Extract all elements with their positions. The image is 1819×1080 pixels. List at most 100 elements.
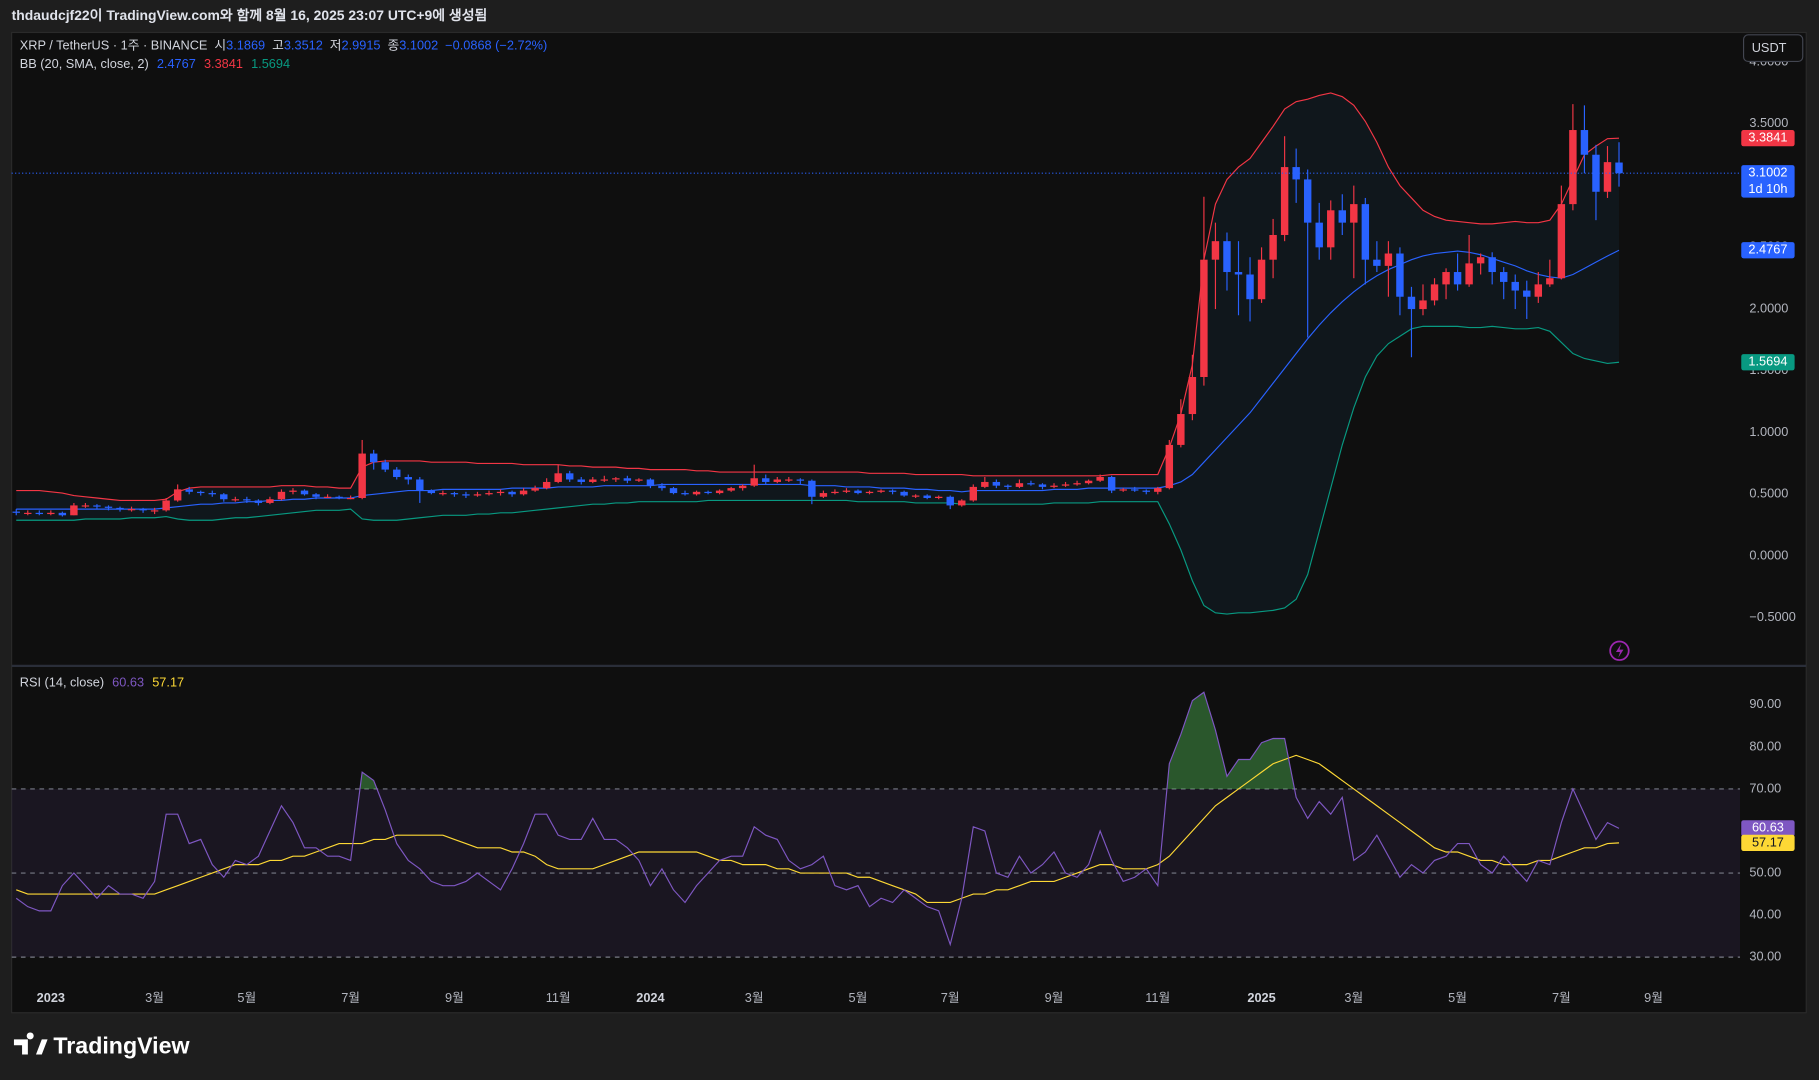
candle-body — [47, 512, 55, 515]
y-tick-label: 40.00 — [1749, 906, 1781, 921]
price-badge — [1741, 834, 1795, 852]
y-tick-label: 30.00 — [1749, 948, 1781, 963]
x-tick-label: 3월 — [745, 990, 764, 1005]
candle-body — [692, 491, 701, 495]
candle-body — [646, 479, 655, 486]
candle-body — [485, 493, 493, 495]
x-tick-label: 7월 — [1552, 990, 1571, 1005]
candle-body — [1211, 241, 1220, 260]
x-tick-label: 2025 — [1247, 990, 1275, 1005]
candle-body — [139, 509, 147, 511]
logo-mark[interactable] — [13, 1032, 48, 1055]
candle-body — [277, 491, 286, 500]
candle-body — [1580, 130, 1589, 155]
candle-body — [266, 499, 274, 503]
candle-body — [900, 491, 908, 496]
candle-body — [946, 496, 954, 506]
candle-body — [808, 480, 816, 497]
price-badge — [1741, 820, 1795, 837]
alert-icon-bolt[interactable] — [1615, 643, 1624, 658]
candle-body — [404, 477, 412, 480]
candle-body — [1615, 162, 1623, 174]
candle-body — [300, 490, 309, 495]
candle-body — [1234, 272, 1243, 275]
price-badge-label: 3.1002 — [1748, 165, 1787, 180]
x-tick-label: 9월 — [1644, 990, 1663, 1005]
price-badge-label: 1.5694 — [1748, 354, 1787, 369]
price-badge-label: 3.3841 — [1748, 130, 1787, 145]
chart-panel — [11, 31, 1807, 1014]
x-tick-label: 5월 — [237, 990, 256, 1005]
candle-body — [127, 509, 136, 511]
candle-body — [1142, 490, 1150, 492]
candle-body — [1407, 296, 1416, 310]
legend-ohlc-value: 2.9915 — [342, 38, 381, 53]
candle-body — [842, 490, 851, 492]
indicator-value: 1.5694 — [251, 56, 290, 71]
x-tick-label: 5월 — [1448, 990, 1467, 1005]
rsi-title: RSI (14, close) — [20, 675, 104, 690]
candle-body — [1131, 489, 1139, 491]
candle-body — [1200, 259, 1208, 377]
candle-body — [877, 490, 885, 492]
candle-body — [70, 505, 78, 516]
candle-body — [1523, 290, 1531, 297]
price-badge-label: 1d 10h — [1748, 181, 1787, 196]
candle-body — [150, 510, 159, 512]
candle-body — [1419, 300, 1427, 310]
candle-body — [1499, 272, 1508, 282]
candle-body — [1569, 130, 1577, 205]
candle-body — [969, 486, 978, 501]
candle-body — [1430, 284, 1439, 301]
candle-body — [381, 462, 389, 470]
candle-body — [1546, 278, 1554, 285]
candle-body — [197, 491, 205, 494]
price-badge-label: 60.63 — [1752, 820, 1784, 835]
candle-body — [35, 512, 44, 515]
y-tick-label: 0.5000 — [1749, 486, 1788, 501]
x-tick-label: 11월 — [546, 990, 571, 1005]
candle-body — [589, 479, 597, 482]
candle-body — [1280, 167, 1289, 235]
candle-body — [669, 488, 678, 494]
candle-body — [1603, 162, 1612, 192]
y-tick-label: 80.00 — [1749, 738, 1781, 753]
legend-rsi: RSI (14, close) 60.63 57.17 — [20, 675, 184, 690]
candle-body — [1027, 483, 1035, 485]
price-badge — [1741, 165, 1795, 198]
currency-button-frame[interactable] — [1742, 34, 1804, 63]
currency-label[interactable]: USDT — [1752, 40, 1787, 55]
logo-text[interactable]: TradingView — [53, 1033, 190, 1059]
candle-body — [934, 496, 943, 499]
candle-body — [24, 512, 32, 514]
candle-body — [785, 479, 793, 481]
logo[interactable]: TradingView — [13, 1032, 191, 1059]
candle-body — [473, 494, 482, 496]
legend-ohlc-label: 시 — [214, 38, 226, 53]
candle-body — [762, 478, 770, 482]
candle-body — [393, 469, 401, 478]
legend-ohlc-value: 3.3512 — [284, 38, 323, 53]
candle-body — [220, 494, 228, 500]
candle-body — [1465, 263, 1473, 285]
candle-body — [1303, 179, 1312, 223]
rsi-value: 57.17 — [152, 675, 184, 690]
overbought-fill — [16, 692, 1620, 789]
candle-body — [773, 479, 781, 482]
candle-body — [312, 494, 320, 497]
alert-icon-ring[interactable] — [1609, 640, 1630, 661]
candle-body — [450, 493, 459, 495]
candle-body — [1223, 241, 1231, 273]
y-tick-label: 90.00 — [1749, 696, 1781, 711]
alert-icon[interactable] — [1609, 640, 1630, 661]
legend-ohlc-label: 저 — [330, 38, 342, 53]
legend-ohlc-label: 고 — [272, 38, 284, 53]
candle-body — [704, 491, 712, 494]
rsi-plot — [11, 691, 1741, 958]
currency-button[interactable]: USDT — [1742, 34, 1804, 63]
legend-main: XRP / TetherUS · 1주 · BINANCE 시3.1869 고3.3… — [20, 38, 548, 53]
candle-body — [1004, 485, 1012, 487]
candle-body — [1373, 259, 1381, 266]
candle-body — [335, 496, 343, 499]
candle-body — [1165, 444, 1174, 489]
